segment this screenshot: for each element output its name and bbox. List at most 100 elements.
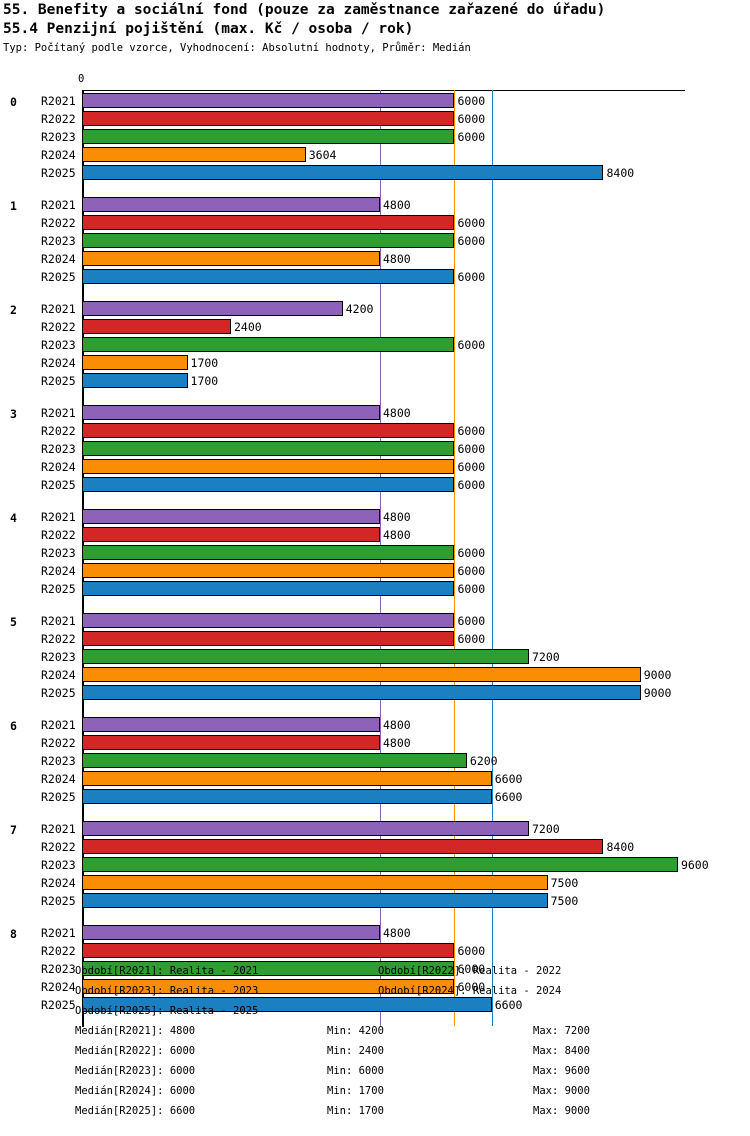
bar[interactable] <box>82 233 455 248</box>
bar-row[interactable]: R2024 6000 <box>0 978 750 996</box>
bar[interactable] <box>82 685 641 700</box>
bar[interactable] <box>82 789 492 804</box>
bar[interactable] <box>82 581 455 596</box>
bar-row-label: R2021 <box>41 94 76 108</box>
bar-row[interactable]: R2024 4800 <box>0 250 750 268</box>
bar[interactable] <box>82 563 455 578</box>
bar[interactable] <box>82 477 455 492</box>
bar-group: 5 R2021 6000 R2022 6000 R2023 7200 R2024 9000 R20… <box>0 612 750 702</box>
bar[interactable] <box>82 667 641 682</box>
bar-row[interactable]: R2022 6000 <box>0 942 750 960</box>
bar-row-label: R2024 <box>41 356 76 370</box>
bar[interactable] <box>82 875 548 890</box>
bar[interactable] <box>82 821 529 836</box>
bar-row[interactable]: R2022 8400 <box>0 838 750 856</box>
bar[interactable] <box>82 613 455 628</box>
bar-row[interactable]: R2025 1700 <box>0 372 750 390</box>
bar-row-label: R2025 <box>41 686 76 700</box>
bar[interactable] <box>82 943 455 958</box>
bar-row[interactable]: R2025 6600 <box>0 996 750 1014</box>
bar[interactable] <box>82 301 343 316</box>
bar-value-label: 4800 <box>382 252 411 266</box>
bar-row-label: R2021 <box>41 510 76 524</box>
bar-row[interactable]: R2024 1700 <box>0 354 750 372</box>
bar-row[interactable]: R2025 9000 <box>0 684 750 702</box>
bar[interactable] <box>82 545 455 560</box>
bar[interactable] <box>82 979 455 994</box>
bar-row[interactable]: R2025 6000 <box>0 580 750 598</box>
bar[interactable] <box>82 269 455 284</box>
bar-row[interactable]: R2021 4200 <box>0 300 750 318</box>
bar[interactable] <box>82 165 604 180</box>
bar[interactable] <box>82 129 455 144</box>
bar-row[interactable]: R2023 6000 <box>0 544 750 562</box>
bar[interactable] <box>82 215 455 230</box>
bar[interactable] <box>82 925 380 940</box>
bar[interactable] <box>82 771 492 786</box>
bar-row[interactable]: R2023 7200 <box>0 648 750 666</box>
bar[interactable] <box>82 111 455 126</box>
bar[interactable] <box>82 857 678 872</box>
bar[interactable] <box>82 717 380 732</box>
bar-row[interactable]: R2023 6200 <box>0 752 750 770</box>
bar[interactable] <box>82 753 467 768</box>
bar[interactable] <box>82 649 529 664</box>
bar[interactable] <box>82 441 455 456</box>
bar-row[interactable]: R2023 9600 <box>0 856 750 874</box>
bar-row[interactable]: R2021 4800 <box>0 508 750 526</box>
bar[interactable] <box>82 961 455 976</box>
bar-row[interactable]: R2025 6600 <box>0 788 750 806</box>
bar[interactable] <box>82 93 455 108</box>
bar[interactable] <box>82 423 455 438</box>
bar-row-label: R2022 <box>41 528 76 542</box>
bar-row[interactable]: R2022 4800 <box>0 734 750 752</box>
bar[interactable] <box>82 893 548 908</box>
bar[interactable] <box>82 997 492 1012</box>
bar[interactable] <box>82 405 380 420</box>
bar-row-label: R2025 <box>41 582 76 596</box>
bar-row[interactable]: R2021 4800 <box>0 196 750 214</box>
bar[interactable] <box>82 337 455 352</box>
bar-row[interactable]: R2024 7500 <box>0 874 750 892</box>
bar-row[interactable]: R2021 6000 <box>0 612 750 630</box>
bar[interactable] <box>82 735 380 750</box>
bar-row[interactable]: R2024 6000 <box>0 562 750 580</box>
bar-row[interactable]: R2022 6000 <box>0 422 750 440</box>
bar-row[interactable]: R2025 6000 <box>0 268 750 286</box>
bar-row[interactable]: R2024 3604 <box>0 146 750 164</box>
bar-row[interactable]: R2021 7200 <box>0 820 750 838</box>
bar[interactable] <box>82 319 231 334</box>
bar[interactable] <box>82 251 380 266</box>
bar-row-label: R2022 <box>41 840 76 854</box>
bar-row[interactable]: R2023 6000 <box>0 232 750 250</box>
bar-row[interactable]: R2025 7500 <box>0 892 750 910</box>
bar[interactable] <box>82 631 455 646</box>
bar[interactable] <box>82 197 380 212</box>
bar-row[interactable]: R2021 4800 <box>0 404 750 422</box>
bar-row[interactable]: R2024 9000 <box>0 666 750 684</box>
bar[interactable] <box>82 459 455 474</box>
bar[interactable] <box>82 527 380 542</box>
bar-row[interactable]: R2023 6000 <box>0 128 750 146</box>
bar[interactable] <box>82 509 380 524</box>
bar-row[interactable]: R2021 4800 <box>0 924 750 942</box>
bar[interactable] <box>82 373 188 388</box>
bar[interactable] <box>82 147 306 162</box>
bar-row[interactable]: R2024 6600 <box>0 770 750 788</box>
bar-row[interactable]: R2025 6000 <box>0 476 750 494</box>
bar-row[interactable]: R2023 6000 <box>0 440 750 458</box>
bar-row[interactable]: R2022 6000 <box>0 630 750 648</box>
bar-row[interactable]: R2021 6000 <box>0 92 750 110</box>
bar-row[interactable]: R2025 8400 <box>0 164 750 182</box>
bar-row[interactable]: R2024 6000 <box>0 458 750 476</box>
bar[interactable] <box>82 839 604 854</box>
bar-row[interactable]: R2022 6000 <box>0 214 750 232</box>
bar-row[interactable]: R2023 6000 <box>0 336 750 354</box>
bar-row[interactable]: R2021 4800 <box>0 716 750 734</box>
bar-row[interactable]: R2022 6000 <box>0 110 750 128</box>
bar-row[interactable]: R2022 4800 <box>0 526 750 544</box>
bar[interactable] <box>82 355 188 370</box>
bar-row[interactable]: R2022 2400 <box>0 318 750 336</box>
bar-row[interactable]: R2023 6000 <box>0 960 750 978</box>
bar-row-label: R2023 <box>41 338 76 352</box>
